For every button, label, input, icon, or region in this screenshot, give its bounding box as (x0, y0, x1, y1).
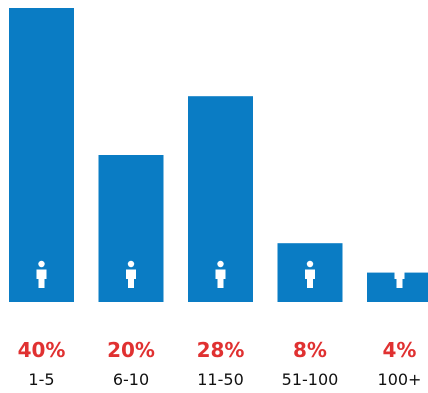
person-icon (36, 260, 47, 288)
person-icon (305, 260, 315, 288)
category-label: 1-5 (28, 370, 54, 389)
value-label: 8% (293, 338, 327, 362)
value-label: 4% (383, 338, 417, 362)
value-label: 40% (18, 338, 66, 362)
person-icon (126, 260, 136, 288)
category-label: 11-50 (197, 370, 244, 389)
category-label: 6-10 (113, 370, 149, 389)
bar-1-5 (9, 8, 74, 302)
person-icon (394, 260, 405, 288)
value-label: 28% (197, 338, 245, 362)
category-label: 51-100 (282, 370, 339, 389)
person-icon (215, 260, 226, 288)
bar-11-50 (188, 96, 253, 302)
value-label: 20% (107, 338, 155, 362)
category-label: 100+ (378, 370, 422, 389)
